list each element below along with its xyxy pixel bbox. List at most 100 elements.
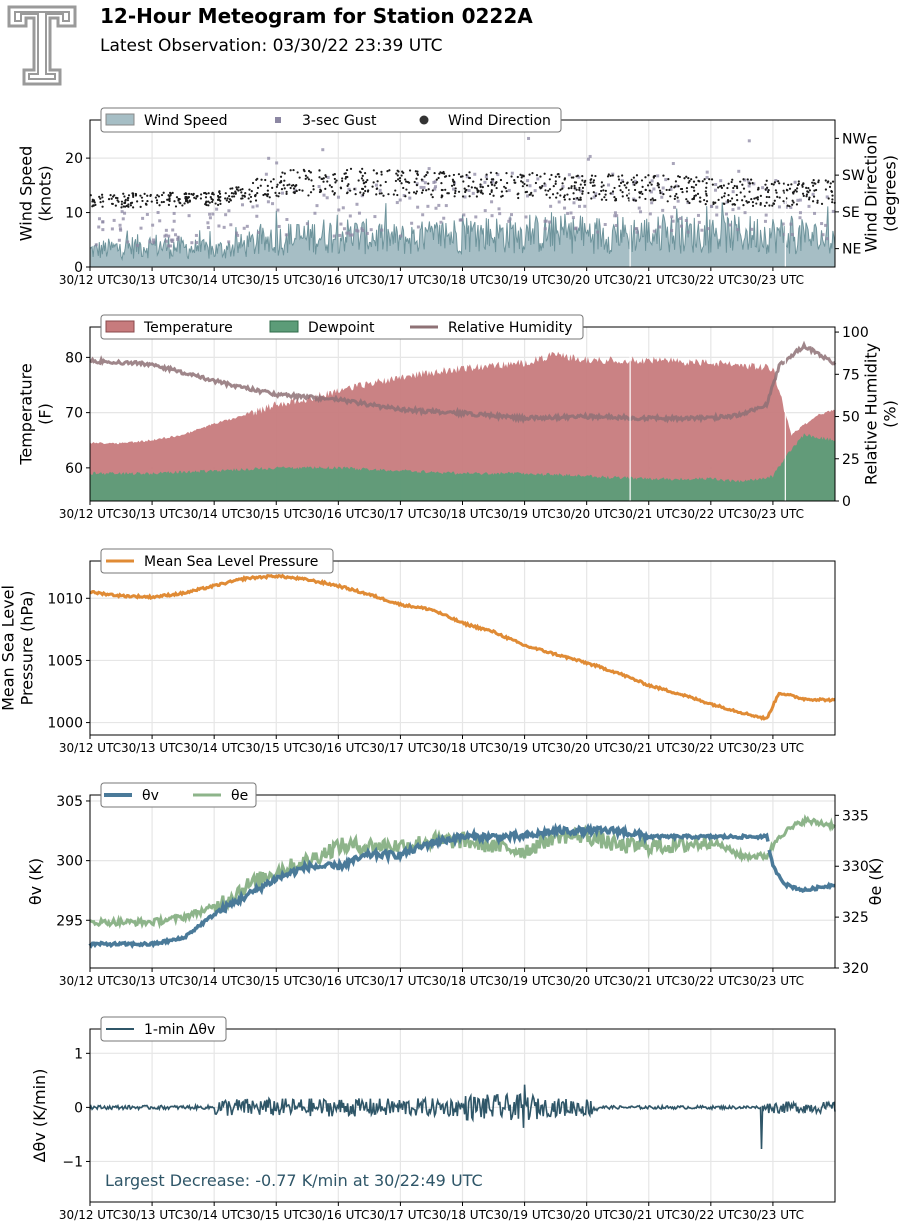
- gust-marker: [176, 237, 180, 241]
- gust-marker: [577, 204, 581, 208]
- wind-direction-marker: [102, 200, 105, 203]
- mslp-plot-border: [89, 560, 836, 736]
- wind-direction-marker: [131, 192, 134, 195]
- wind-direction-marker: [361, 174, 364, 177]
- wind-ytick-label: 0: [74, 260, 83, 276]
- wind-direction-marker: [312, 184, 315, 188]
- gust-marker: [275, 161, 279, 165]
- gust-marker: [656, 174, 660, 178]
- wind-direction-marker: [495, 186, 498, 190]
- wind-direction-marker: [264, 178, 267, 182]
- wind-direction-marker: [416, 173, 420, 176]
- wind-direction-marker: [241, 194, 244, 197]
- wind-direction-marker: [741, 183, 744, 186]
- wind-direction-marker: [524, 191, 527, 194]
- gust-marker: [743, 178, 747, 182]
- wind-direction-marker: [678, 175, 681, 179]
- wind-direction-marker: [249, 200, 252, 203]
- gust-marker: [796, 198, 800, 202]
- wind-legend-label: 3-sec Gust: [302, 113, 377, 129]
- wind-direction-marker: [256, 177, 259, 180]
- wind-direction-marker: [712, 201, 715, 204]
- gust-marker: [348, 233, 352, 237]
- gust-marker: [648, 212, 652, 216]
- wind-direction-marker: [495, 180, 498, 184]
- wind-direction-marker: [523, 182, 526, 186]
- theta-e-line: [89, 814, 836, 930]
- wind-direction-marker: [578, 186, 581, 190]
- wind-direction-marker: [461, 175, 464, 178]
- gust-marker: [658, 225, 662, 229]
- wind-direction-marker: [490, 190, 493, 193]
- wind-direction-marker: [619, 181, 623, 185]
- wind-direction-marker: [618, 184, 621, 188]
- temp-y2tick-label: 75: [842, 367, 860, 383]
- wind-direction-marker: [388, 169, 391, 172]
- wind-direction-marker: [727, 194, 730, 197]
- wind-direction-marker: [630, 178, 633, 181]
- wind-direction-marker: [589, 181, 592, 184]
- wind-direction-marker: [277, 195, 280, 198]
- gust-marker: [789, 205, 793, 209]
- dtheta-xtick-label: 30/17 UTC: [369, 1208, 431, 1222]
- wind-direction-marker: [239, 188, 242, 191]
- wind-direction-marker: [120, 203, 123, 206]
- wind-direction-marker: [817, 179, 820, 182]
- wind-direction-marker: [481, 185, 484, 189]
- mslp-xtick-label: 30/21 UTC: [618, 741, 680, 755]
- wind-direction-marker: [659, 191, 662, 195]
- wind-direction-marker: [753, 197, 756, 200]
- theta-legend-label: θv: [142, 788, 159, 804]
- gust-marker: [483, 209, 487, 213]
- wind-direction-marker: [216, 203, 220, 206]
- wind-direction-marker: [591, 184, 595, 187]
- wind-direction-marker: [695, 183, 698, 186]
- gust-marker: [798, 198, 802, 202]
- gust-marker: [452, 187, 456, 191]
- wind-direction-marker: [592, 179, 596, 182]
- wind-direction-marker: [235, 186, 238, 189]
- gust-marker: [498, 212, 502, 216]
- gust-marker: [572, 201, 576, 205]
- gust-marker: [187, 214, 191, 218]
- gust-marker: [395, 201, 399, 205]
- gust-marker: [507, 219, 511, 223]
- wind-xtick-label: 30/15 UTC: [245, 273, 307, 287]
- wind-direction-marker: [627, 197, 630, 200]
- wind-direction-marker: [240, 191, 243, 194]
- theta-xtick-label: 30/17 UTC: [369, 974, 431, 988]
- wind-direction-marker: [361, 187, 365, 191]
- gust-marker: [164, 239, 168, 243]
- wind-direction-marker: [286, 184, 289, 187]
- gust-marker: [577, 175, 581, 179]
- wind-direction-marker: [107, 198, 111, 201]
- wind-direction-marker: [815, 188, 818, 192]
- wind-direction-marker: [741, 199, 744, 202]
- gust-marker: [790, 233, 794, 237]
- gust-marker: [782, 222, 786, 226]
- gust-marker: [725, 200, 729, 204]
- wind-direction-marker: [581, 190, 584, 193]
- wind-direction-marker: [156, 194, 159, 197]
- wind-direction-marker: [200, 193, 203, 196]
- gust-marker: [211, 212, 215, 216]
- gust-marker: [460, 218, 464, 222]
- wind-direction-marker: [795, 190, 798, 193]
- wind-direction-marker: [544, 189, 547, 192]
- gust-marker: [483, 180, 487, 184]
- wind-direction-marker: [594, 194, 597, 197]
- wind-direction-marker: [361, 193, 365, 197]
- theta-xtick-label: 30/16 UTC: [307, 974, 369, 988]
- gust-marker: [341, 206, 345, 210]
- wind-xtick-label: 30/19 UTC: [493, 273, 555, 287]
- gust-marker: [347, 187, 351, 191]
- mslp-legend-label: Mean Sea Level Pressure: [144, 554, 318, 570]
- wind-direction-marker: [230, 192, 233, 195]
- wind-direction-marker: [415, 190, 419, 193]
- gust-marker: [714, 188, 718, 192]
- wind-direction-marker: [699, 200, 702, 203]
- wind-direction-marker: [420, 191, 424, 194]
- wind-direction-marker: [331, 190, 334, 193]
- gust-marker: [410, 221, 414, 225]
- wind-direction-marker: [127, 194, 131, 197]
